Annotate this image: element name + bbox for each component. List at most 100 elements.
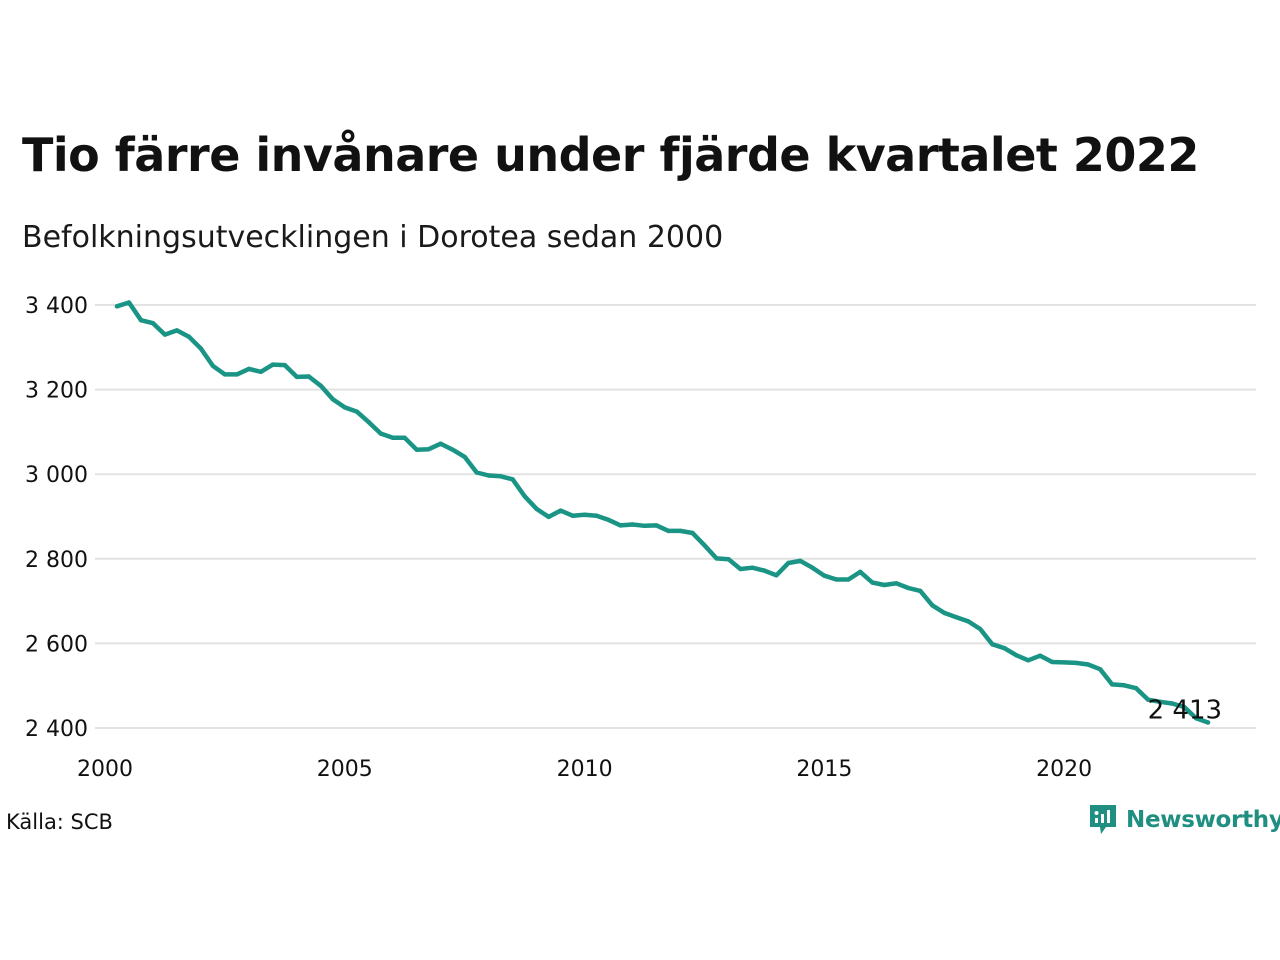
data-point [858, 569, 863, 575]
x-tick-label: 2010 [557, 757, 613, 782]
data-point [1002, 645, 1007, 651]
data-point [498, 474, 503, 479]
data-point [354, 409, 359, 414]
data-point [642, 523, 647, 528]
data-point [582, 512, 587, 517]
newsworthy-logo-icon [1090, 805, 1116, 834]
data-point [966, 619, 971, 624]
data-point [246, 366, 252, 372]
data-point [654, 523, 659, 528]
chart-subtitle: Befolkningsutvecklingen i Dorotea sedan … [22, 220, 724, 255]
data-point [1074, 660, 1079, 666]
data-point [630, 522, 635, 527]
data-point [774, 573, 779, 578]
x-tick-label: 2000 [77, 757, 133, 782]
data-point [402, 435, 407, 440]
data-point [294, 374, 299, 380]
x-tick-label: 2005 [317, 757, 373, 782]
data-point [738, 566, 743, 572]
data-point [1193, 716, 1199, 721]
data-point [666, 528, 671, 534]
data-point [930, 603, 935, 608]
data-point [390, 435, 395, 440]
data-point [426, 447, 431, 452]
data-point [1145, 697, 1151, 702]
data-point [258, 369, 264, 374]
data-point [846, 577, 851, 582]
data-point [486, 473, 491, 478]
data-point [570, 513, 575, 518]
data-point [546, 514, 551, 520]
data-point [942, 610, 947, 616]
x-tick-label: 2020 [1036, 757, 1092, 782]
data-point [798, 558, 803, 564]
data-point [186, 334, 192, 339]
data-point [210, 363, 216, 369]
data-point [522, 494, 527, 499]
data-point [882, 582, 887, 588]
data-point [678, 528, 683, 534]
data-point [1133, 686, 1139, 691]
y-tick-label: 3 000 [25, 463, 88, 488]
data-point [918, 588, 923, 594]
data-point [174, 328, 180, 333]
data-point [162, 332, 168, 337]
chart-title: Tio färre invånare under fjärde kvartale… [22, 128, 1199, 182]
y-tick-label: 3 400 [25, 294, 88, 319]
data-point [510, 477, 515, 482]
data-point [282, 362, 287, 368]
data-point [786, 560, 791, 566]
data-point [714, 556, 719, 561]
data-point [450, 447, 455, 452]
data-point [1014, 653, 1019, 658]
data-point [726, 557, 731, 562]
brand-name: Newsworthy [1126, 807, 1280, 833]
y-tick-label: 2 800 [25, 548, 88, 573]
data-point [366, 420, 371, 425]
data-point [558, 508, 563, 513]
data-point [750, 565, 755, 570]
data-point [594, 513, 599, 518]
data-point [222, 372, 228, 377]
source-note: Källa: SCB [6, 810, 113, 834]
series-line [114, 300, 1211, 725]
data-point [306, 374, 311, 379]
data-point [1050, 659, 1055, 665]
gridlines [95, 304, 1256, 729]
data-point [1109, 682, 1115, 687]
data-point [1085, 662, 1091, 667]
data-point [990, 642, 995, 647]
data-point [870, 580, 875, 585]
data-point [1062, 660, 1067, 665]
data-point [318, 383, 323, 388]
data-point [414, 447, 419, 452]
data-point [894, 581, 899, 586]
data-point [822, 573, 827, 578]
x-tick-label: 2015 [796, 757, 852, 782]
data-point [978, 626, 983, 632]
series-layer [114, 300, 1211, 725]
data-point [702, 543, 707, 548]
data-point [762, 568, 767, 573]
newsworthy-brand: Newsworthy [1088, 803, 1280, 837]
data-point [810, 565, 815, 570]
end-value-label: 2 413 [1148, 696, 1222, 726]
data-point [474, 470, 479, 475]
data-point [114, 304, 120, 309]
data-point [438, 441, 443, 446]
data-point [138, 318, 144, 323]
data-point [834, 577, 839, 582]
data-point [126, 300, 132, 305]
data-point [1121, 683, 1127, 688]
data-point [462, 454, 467, 460]
data-point [1097, 667, 1103, 672]
data-point [378, 431, 383, 436]
y-tick-label: 3 200 [25, 379, 88, 404]
data-point [234, 372, 240, 377]
data-point [906, 585, 911, 591]
data-point [1181, 704, 1187, 710]
data-point [1026, 658, 1031, 663]
data-point [690, 530, 695, 536]
data-point [330, 397, 335, 402]
